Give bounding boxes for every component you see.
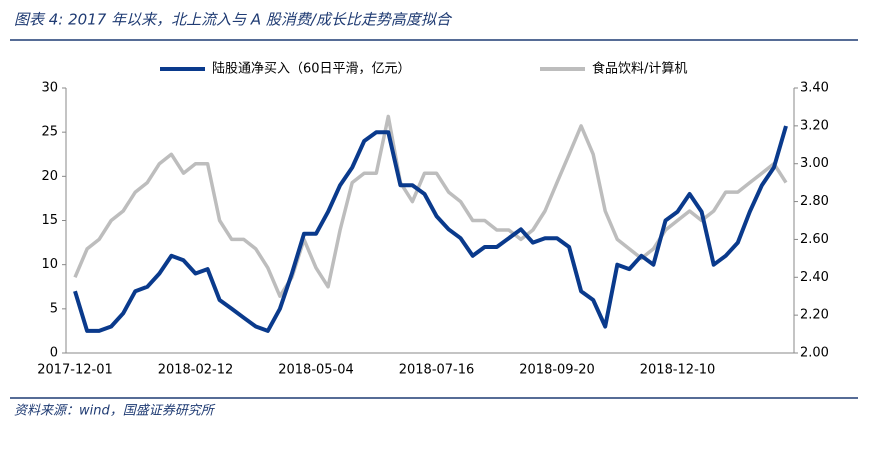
- x-tick-label: 2018-02-12: [158, 363, 234, 378]
- y2-tick-label: 2.80: [800, 194, 829, 209]
- y-tick-label: 5: [50, 301, 58, 316]
- y2-tick-label: 2.60: [800, 232, 829, 247]
- y2-tick-label: 2.20: [800, 308, 829, 323]
- series-line: [73, 125, 788, 333]
- x-tick-label: 2017-12-01: [37, 363, 113, 378]
- y2-tick-label: 3.40: [800, 81, 829, 96]
- x-tick-label: 2018-07-16: [399, 363, 475, 378]
- legend-label: 食品饮料/计算机: [592, 61, 687, 77]
- y2-tick-label: 3.20: [800, 118, 829, 133]
- y2-tick-label: 3.00: [800, 156, 829, 171]
- chart-title: 图表 4: 2017 年以来，北上流入与 A 股消费/成长比走势高度拟合: [14, 11, 453, 29]
- source: 资料来源：wind，国盛证券研究所: [14, 403, 216, 419]
- y-tick-label: 20: [41, 169, 58, 184]
- x-tick-label: 2018-09-20: [519, 363, 595, 378]
- y2-tick-label: 2.00: [800, 346, 829, 361]
- x-tick-label: 2018-12-10: [640, 363, 716, 378]
- series-line: [73, 114, 788, 298]
- y-tick-label: 15: [41, 213, 58, 228]
- legend-label: 陆股通净买入（60日平滑，亿元）: [212, 61, 411, 77]
- y-tick-label: 10: [41, 257, 58, 272]
- y-tick-label: 30: [41, 81, 58, 96]
- y2-tick-label: 2.40: [800, 270, 829, 285]
- x-tick-label: 2018-05-04: [278, 363, 354, 378]
- y-tick-label: 0: [50, 346, 58, 361]
- y-tick-label: 25: [41, 125, 58, 140]
